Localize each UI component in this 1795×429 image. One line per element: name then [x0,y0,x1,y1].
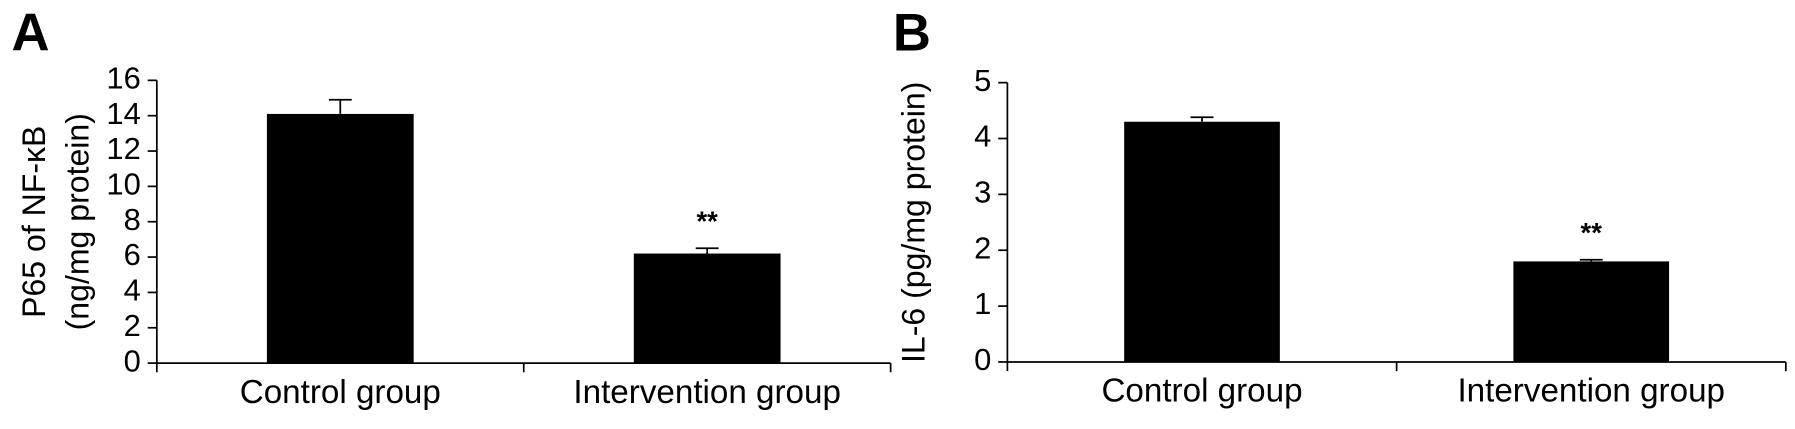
y-tick-label: 2 [974,230,991,265]
bar [1124,121,1280,362]
x-tick-label: Control group [240,374,441,411]
significance-label: ** [696,205,718,236]
y-tick-label: 0 [124,343,141,378]
y-tick-label: 6 [124,237,141,272]
x-tick-label: Control group [1101,373,1302,410]
error-bar [1579,258,1603,262]
y-tick-label: 12 [106,131,140,166]
panel-label: A [11,4,49,63]
y-axis-label: P65 of NF-κB [16,126,52,318]
y-tick-label: 5 [974,63,991,98]
y-tick-label: 4 [124,273,141,308]
bar [266,113,414,364]
error-bar [695,247,719,254]
y-axis-label: IL-6 (pg/mg protein) [895,82,931,363]
y-tick-label: 2 [124,308,141,343]
bar [633,253,781,364]
y-tick-label: 4 [974,119,991,154]
x-tick-label: Intervention group [1457,373,1725,410]
y-tick-label: 14 [106,96,140,131]
significance-label: ** [1581,217,1603,248]
y-axis-label: (ng/mg protein) [60,113,96,330]
error-bar [328,98,352,114]
bar [1513,261,1670,362]
error-bar [1190,116,1214,122]
y-tick-label: 16 [106,61,140,96]
y-tick-label: 8 [124,202,141,237]
y-tick-label: 10 [106,167,140,202]
y-tick-label: 1 [974,286,991,321]
x-tick-label: Intervention group [573,374,841,411]
y-tick-label: 0 [974,342,991,377]
panel-label: B [893,4,931,63]
y-tick-label: 3 [974,175,991,210]
